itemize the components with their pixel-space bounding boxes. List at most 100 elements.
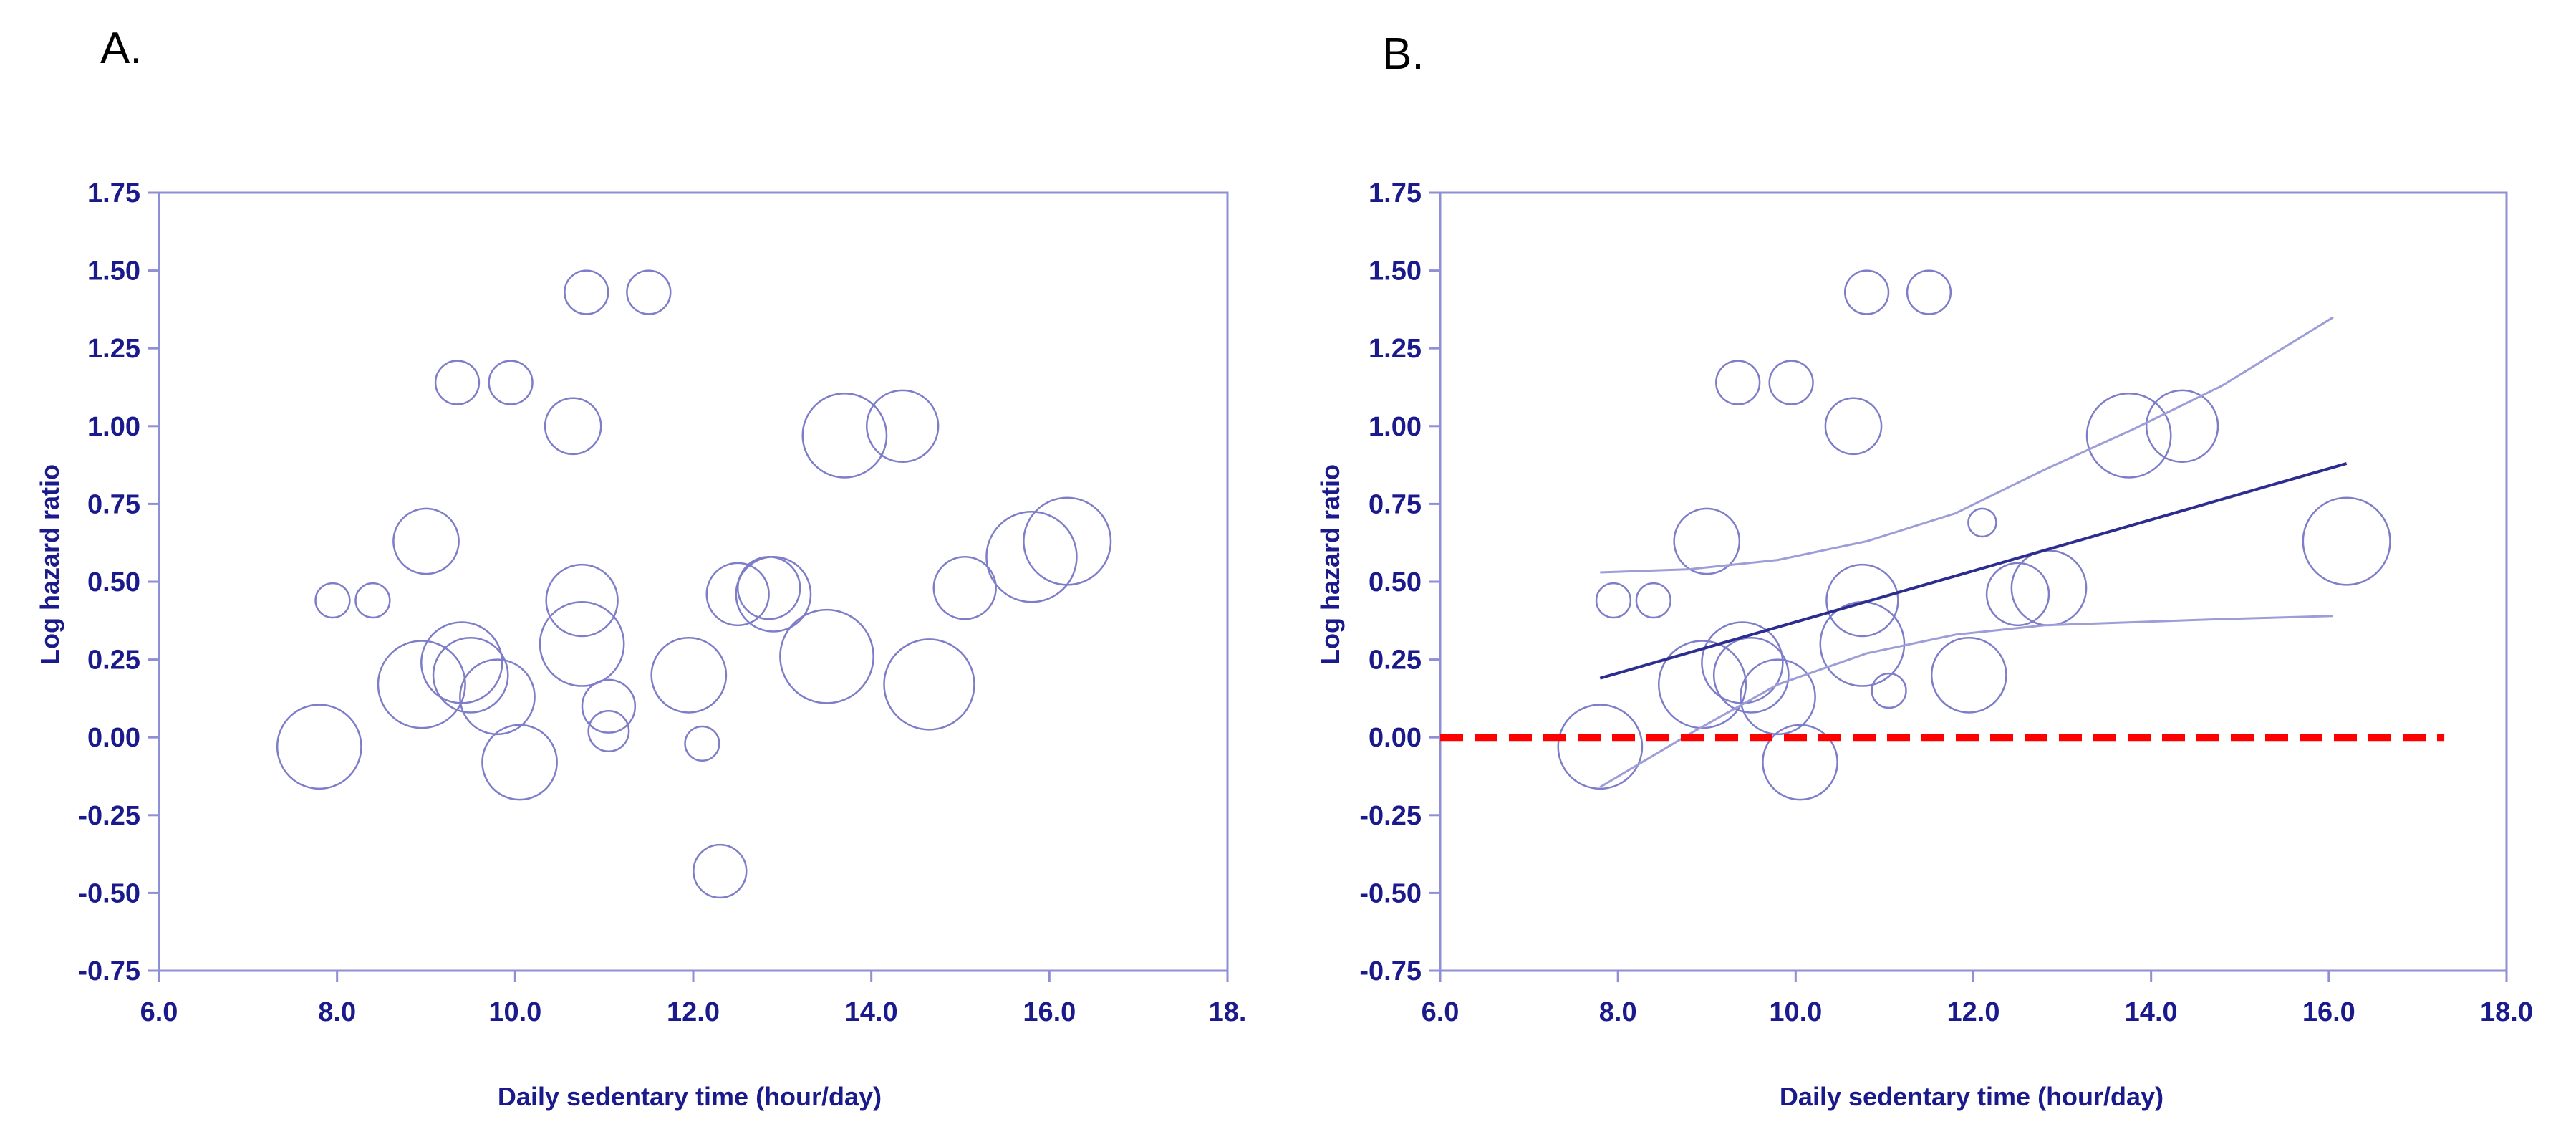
panel-a-bubble	[684, 725, 720, 762]
panel-a-bubble	[354, 582, 391, 619]
panel-b-x-tick-label: 6.0	[1422, 997, 1460, 1027]
panel-a-bubble	[544, 397, 602, 456]
panel-b-bubble	[1595, 582, 1632, 619]
panel-a-bubble	[581, 678, 637, 734]
panel-a-frame	[158, 191, 1229, 972]
panel-a-bubble	[564, 269, 609, 315]
panel-a-bubble	[801, 392, 888, 479]
panel-a-bubble	[314, 582, 351, 619]
panel-b-bubble	[1715, 360, 1761, 405]
panel-b-y-tick-label: 1.25	[1369, 334, 1422, 364]
panel-b-bubble	[1824, 397, 1883, 456]
panel-b-lower-ci-line	[1599, 615, 2334, 788]
panel-a: A. Daily sedentary time (hour/day) Log h…	[35, 24, 1246, 1111]
panel-b-bubble	[1871, 672, 1907, 709]
panel-a-bubble	[779, 608, 874, 704]
panel-a-y-tick-label: 1.75	[87, 178, 140, 208]
panel-b-bubble	[1635, 582, 1671, 619]
panel-a-y-tick-label: -0.25	[78, 801, 140, 831]
panel-a-ticks: -0.75 -0.50 -0.25 0.00 0.25 0.50 0.75 1.00 1.25 1…	[78, 178, 1246, 1027]
panel-a-bubble	[488, 360, 534, 405]
panel-b-bubble	[1906, 269, 1952, 315]
panel-a-x-tick-label: 10.0	[488, 997, 541, 1027]
panel-a-y-tick-label: -0.50	[78, 878, 140, 908]
panel-b-y-tick-label: -0.25	[1359, 801, 1422, 831]
panel-b-x-axis-title: Daily sedentary time (hour/day)	[1780, 1082, 2163, 1111]
panel-b-regression-line	[1599, 461, 2348, 680]
panel-b-y-axis-title: Log hazard ratio	[1316, 464, 1345, 665]
panel-a-bubble	[650, 636, 728, 714]
panel-a-bubble	[459, 658, 536, 736]
panel-b-bubble	[1967, 507, 1997, 538]
panel-a-x-tick-label: 14.0	[845, 997, 898, 1027]
panel-b-bubble	[1557, 704, 1644, 790]
panel-a-bubble	[377, 640, 466, 729]
panel-a-x-tick-label: 12.0	[667, 997, 720, 1027]
panel-a-y-tick-label: 1.00	[87, 412, 140, 442]
panel-b-y-tick-label: 1.50	[1369, 256, 1422, 287]
panel-a-y-axis-title: Log hazard ratio	[35, 464, 64, 665]
panel-b-y-tick-label: 0.75	[1369, 489, 1422, 519]
panel-a-bubble	[932, 555, 997, 620]
panel-b-x-tick-label: 8.0	[1599, 997, 1637, 1027]
panel-a-x-tick-label: 18.	[1209, 997, 1247, 1027]
panel-b-bubble	[1762, 724, 1838, 801]
panel-a-y-tick-label: 0.25	[87, 646, 140, 676]
panel-b-bubble	[1825, 563, 1899, 638]
panel-a-bubble	[735, 555, 812, 633]
panel-b-y-tick-label: -0.75	[1359, 956, 1422, 987]
panel-b-bubble	[1712, 636, 1790, 714]
panel-b-upper-ci-line	[1600, 316, 2334, 574]
panel-b-x-tick-label: 14.0	[2125, 997, 2178, 1027]
panel-b-y-tick-label: 1.00	[1369, 412, 1422, 442]
panel-a-bubble	[1023, 496, 1112, 586]
panel-b: B. Daily sedentary time (hour/day) Log h…	[1316, 29, 2533, 1111]
panel-b-x-tick-label: 16.0	[2302, 997, 2355, 1027]
panel-b-bubble	[2085, 392, 2172, 479]
panel-a-bubble	[693, 843, 748, 899]
panel-b-bubble	[1843, 269, 1890, 315]
panel-a-y-tick-label: 0.00	[87, 723, 140, 753]
panel-b-bubble	[1673, 507, 1741, 575]
panel-a-bubble	[432, 636, 509, 714]
panel-b-frame	[1439, 191, 2508, 972]
panel-b-bubble	[2145, 389, 2219, 464]
panel-a-bubble	[420, 621, 503, 704]
panel-b-bubble	[1701, 621, 1784, 704]
panel-a-bubble	[434, 360, 481, 405]
panel-a-label: A.	[100, 24, 143, 73]
panel-a-bubble	[883, 638, 975, 731]
panel-a-bubble	[705, 562, 770, 627]
panel-a-bubble	[626, 269, 672, 315]
panel-a-y-tick-label: -0.75	[78, 956, 140, 987]
panel-a-x-tick-label: 8.0	[318, 997, 356, 1027]
panel-b-bubble	[2302, 496, 2391, 586]
panel-a-x-tick-label: 16.0	[1023, 997, 1076, 1027]
panel-b-y-tick-label: 1.75	[1369, 178, 1422, 208]
panel-a-bubble	[545, 563, 619, 638]
panel-b-ticks: -0.75 -0.50 -0.25 0.00 0.25 0.50 0.75 1.00 1.25 1…	[1359, 178, 2533, 1027]
panel-a-y-tick-label: 1.50	[87, 256, 140, 287]
panel-b-x-tick-label: 10.0	[1769, 997, 1822, 1027]
panel-b-y-tick-label: 0.00	[1369, 723, 1422, 753]
panel-a-bubble	[481, 724, 558, 801]
panel-b-y-tick-label: -0.50	[1359, 878, 1422, 908]
panel-a-y-tick-label: 1.25	[87, 334, 140, 364]
panel-b-y-tick-label: 0.25	[1369, 646, 1422, 676]
panel-a-bubble	[985, 511, 1078, 603]
panel-b-plot-area	[1439, 191, 2508, 972]
panel-b-bubble	[1768, 360, 1814, 405]
panel-a-x-axis-title: Daily sedentary time (hour/day)	[498, 1082, 882, 1111]
panel-b-x-tick-label: 18.0	[2480, 997, 2533, 1027]
panel-a-x-tick-label: 6.0	[140, 997, 178, 1027]
panel-b-bubble	[1740, 658, 1816, 736]
panel-a-bubble	[539, 600, 625, 687]
panel-b-y-tick-label: 0.50	[1369, 567, 1422, 598]
panel-a-y-tick-label: 0.75	[87, 489, 140, 519]
panel-a-bubble	[392, 507, 460, 575]
panel-a-y-tick-label: 0.50	[87, 567, 140, 598]
panel-a-plot-area	[158, 191, 1229, 972]
panel-b-bubble	[1930, 636, 2007, 714]
panel-b-bubble	[1985, 562, 2050, 627]
